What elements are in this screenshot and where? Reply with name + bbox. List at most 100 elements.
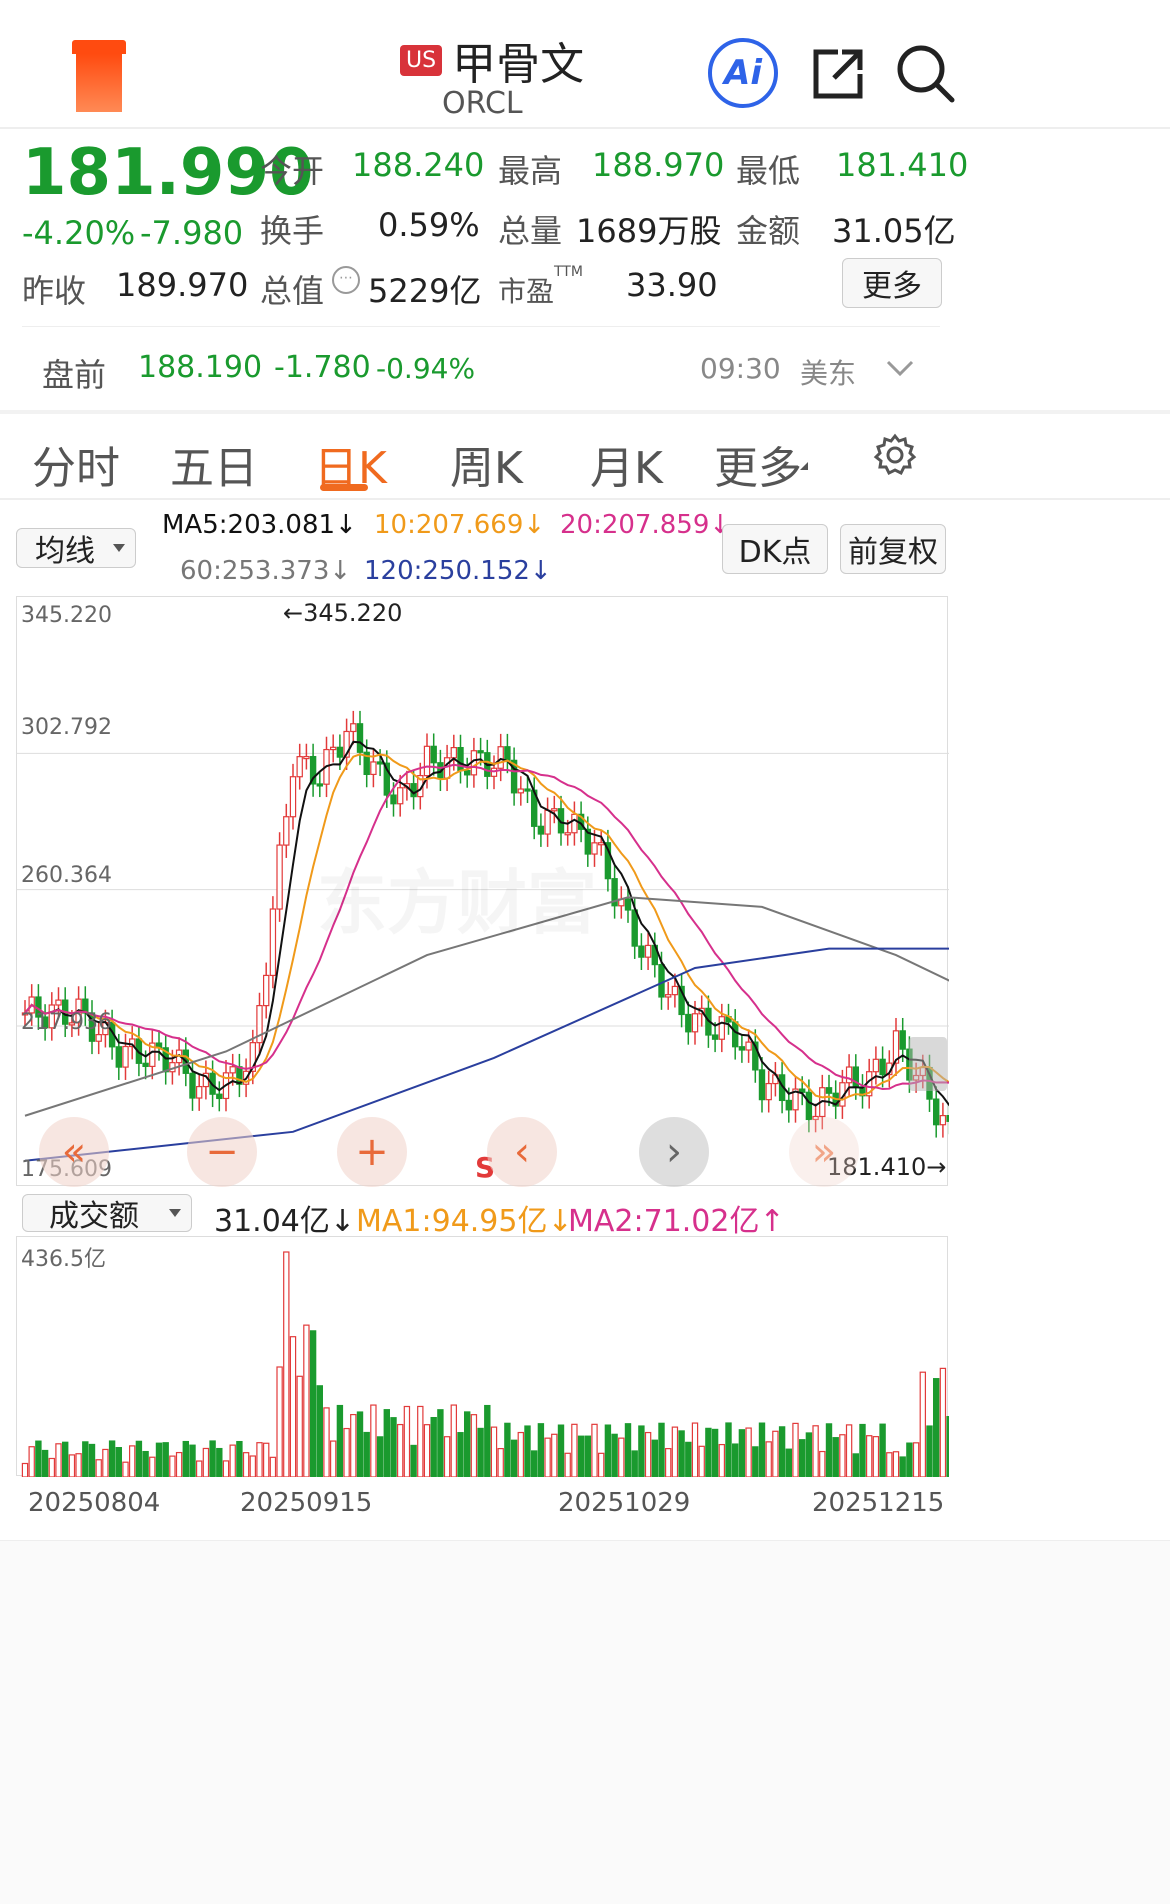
- ai-button[interactable]: Ai: [708, 38, 778, 108]
- volume-bar: [149, 1456, 156, 1477]
- candle-body: [671, 985, 679, 996]
- candle-body: [517, 788, 525, 794]
- volume-bar: [303, 1324, 310, 1477]
- volume-bar: [845, 1424, 853, 1477]
- zoom-in-button[interactable]: +: [337, 1117, 407, 1187]
- candle-body: [497, 746, 504, 769]
- candle-body: [370, 761, 377, 776]
- volume-bar: [638, 1425, 645, 1477]
- share-button[interactable]: [808, 44, 868, 108]
- scroll-handle[interactable]: [909, 1037, 947, 1091]
- volume-bar: [95, 1459, 102, 1477]
- volume-value: 1689万股: [576, 212, 722, 250]
- pe-sup: TTM: [554, 264, 583, 280]
- candle-body: [825, 1087, 833, 1094]
- premarket-expand-button[interactable]: [884, 356, 916, 384]
- share-icon: [813, 49, 863, 99]
- candle-body: [738, 1046, 746, 1051]
- y-label-3: 260.364: [21, 863, 112, 888]
- next-button[interactable]: ›: [639, 1117, 709, 1187]
- candle-body: [336, 746, 344, 758]
- volume-bar: [497, 1447, 504, 1477]
- zoom-last-button[interactable]: »: [789, 1117, 859, 1187]
- candle-body: [423, 745, 431, 777]
- volume-indicator-select[interactable]: 成交额: [22, 1194, 192, 1234]
- volume-bar: [711, 1428, 719, 1477]
- volume-bar: [658, 1422, 665, 1477]
- volume-bar: [577, 1435, 585, 1477]
- volume-bar: [919, 1371, 927, 1477]
- volume-bar: [450, 1404, 458, 1477]
- dk-point-button[interactable]: DK点: [722, 524, 828, 574]
- volume-bar: [819, 1450, 826, 1477]
- volume-bar: [222, 1460, 230, 1477]
- ma5-value: MA5:203.081↓: [162, 510, 357, 540]
- volume-bar: [276, 1366, 283, 1477]
- volume-bar: [872, 1436, 880, 1477]
- candle-body: [283, 816, 290, 846]
- candle-body: [269, 908, 277, 977]
- candle-body: [316, 783, 324, 787]
- prev-button[interactable]: ‹: [487, 1117, 557, 1187]
- volume-bar: [664, 1448, 672, 1477]
- volume-bar: [597, 1452, 605, 1477]
- candle-body: [289, 776, 297, 818]
- volume-bar: [48, 1457, 56, 1477]
- candle-body: [330, 746, 337, 751]
- candle-body: [363, 751, 370, 776]
- volume-bar: [758, 1422, 766, 1477]
- candle-body: [397, 787, 404, 805]
- tab-intraday[interactable]: 分时: [32, 443, 120, 494]
- tab-five-day[interactable]: 五日: [170, 443, 258, 494]
- low-value: 181.410: [836, 146, 969, 184]
- volume-bar: [530, 1450, 538, 1477]
- volume-bar: [122, 1461, 129, 1477]
- volume-bar: [805, 1432, 813, 1477]
- volume-bar: [289, 1336, 297, 1477]
- volume-bar: [698, 1445, 705, 1477]
- volume-bar: [718, 1443, 726, 1477]
- price-chart[interactable]: 东方财富 345.220 302.792 260.364 217.936 175…: [16, 596, 949, 1187]
- candle-body: [845, 1066, 853, 1084]
- candle-body: [128, 1038, 136, 1048]
- prev-close-value: 189.970: [116, 266, 249, 304]
- volume-bar: [242, 1452, 250, 1477]
- volume-bar: [229, 1444, 236, 1477]
- volume-bar: [55, 1443, 62, 1477]
- volume-bar: [343, 1427, 350, 1477]
- search-button[interactable]: [894, 42, 956, 108]
- info-icon[interactable]: ⋯: [332, 266, 360, 294]
- amount-value: 31.05亿: [832, 212, 956, 250]
- tab-monthly-k[interactable]: 月K: [590, 443, 663, 494]
- candle-body: [638, 945, 645, 958]
- tab-more[interactable]: 更多: [714, 443, 802, 494]
- tab-weekly-k[interactable]: 周K: [450, 443, 523, 494]
- candle-body: [48, 1004, 56, 1029]
- candle-body: [450, 747, 458, 759]
- indicator-select[interactable]: 均线: [16, 528, 136, 569]
- candle-body: [477, 750, 484, 754]
- volume-bar: [443, 1436, 451, 1477]
- candle-body: [296, 756, 303, 778]
- volume-chart[interactable]: 436.5亿: [16, 1236, 949, 1477]
- candle-body: [557, 808, 565, 834]
- more-quote-button[interactable]: 更多: [842, 258, 942, 308]
- settings-button[interactable]: [872, 432, 918, 482]
- zoom-out-button[interactable]: −: [187, 1117, 257, 1187]
- candle-body: [537, 825, 545, 835]
- volume-bar: [557, 1424, 565, 1477]
- volume-bar: [865, 1435, 873, 1477]
- volume-bar: [812, 1425, 819, 1477]
- zoom-first-button[interactable]: «: [39, 1117, 109, 1187]
- premarket-price: 188.190: [138, 350, 263, 385]
- candle-body: [309, 755, 317, 785]
- volume-bar: [323, 1407, 330, 1477]
- ai-label: Ai: [724, 53, 762, 93]
- adjust-button[interactable]: 前复权: [840, 524, 946, 574]
- bottom-bar[interactable]: [0, 1540, 1170, 1904]
- candle-body: [276, 844, 283, 910]
- price-chart-svg: [17, 710, 949, 1162]
- volume-bar: [403, 1405, 411, 1477]
- candle-body: [745, 1041, 752, 1051]
- back-button[interactable]: [70, 40, 130, 115]
